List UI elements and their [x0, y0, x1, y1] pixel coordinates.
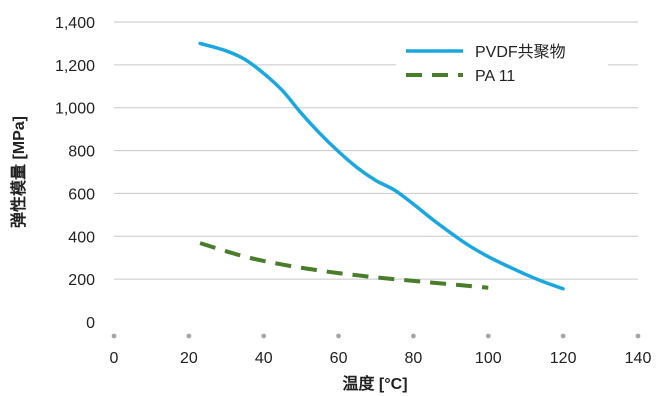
x-axis-dot: [560, 333, 566, 339]
x-tick-labels: 0 20 40 60 80 100 120 140: [110, 350, 652, 367]
y-tick-label: 400: [68, 229, 95, 246]
x-axis-dot: [336, 333, 341, 339]
x-axis-dot: [485, 333, 491, 339]
x-axis-title: 温度 [°C]: [341, 374, 407, 393]
x-tick-label: 120: [550, 350, 577, 367]
x-axis-dot: [261, 333, 267, 339]
x-tick-label: 60: [330, 350, 348, 367]
x-axis-dot: [111, 333, 117, 339]
y-tick-label: 600: [68, 186, 95, 203]
y-tick-labels: 0 200 400 600 800 1,000 1,200 1,400: [55, 15, 95, 332]
x-axis-dots: [111, 333, 641, 339]
y-tick-label: 800: [68, 144, 95, 161]
x-axis-dot: [411, 333, 416, 339]
legend-label: PA 11: [475, 68, 515, 85]
x-tick-label: 40: [255, 350, 273, 367]
y-tick-label: 1,000: [55, 101, 95, 118]
gridlines: [114, 21, 638, 280]
x-tick-label: 100: [475, 350, 502, 367]
x-axis-dot: [635, 333, 641, 339]
legend: PVDF共聚物 PA 11: [396, 38, 608, 88]
x-axis-dot: [186, 333, 192, 339]
x-tick-label: 0: [110, 350, 119, 367]
y-axis-title: 弹性模量 [MPa]: [9, 116, 28, 228]
legend-background: [396, 38, 608, 88]
series-lines: [198, 41, 565, 291]
y-tick-label: 0: [86, 315, 95, 332]
series-line-1: [198, 41, 565, 291]
legend-label: PVDF共聚物: [475, 43, 566, 61]
x-tick-label: 140: [625, 350, 652, 367]
x-tick-label: 80: [405, 350, 423, 367]
y-tick-label: 1,400: [55, 15, 95, 32]
series-line-2: [199, 241, 489, 290]
y-tick-label: 200: [68, 272, 95, 289]
y-tick-label: 1,200: [55, 58, 95, 75]
x-tick-label: 20: [180, 350, 198, 367]
